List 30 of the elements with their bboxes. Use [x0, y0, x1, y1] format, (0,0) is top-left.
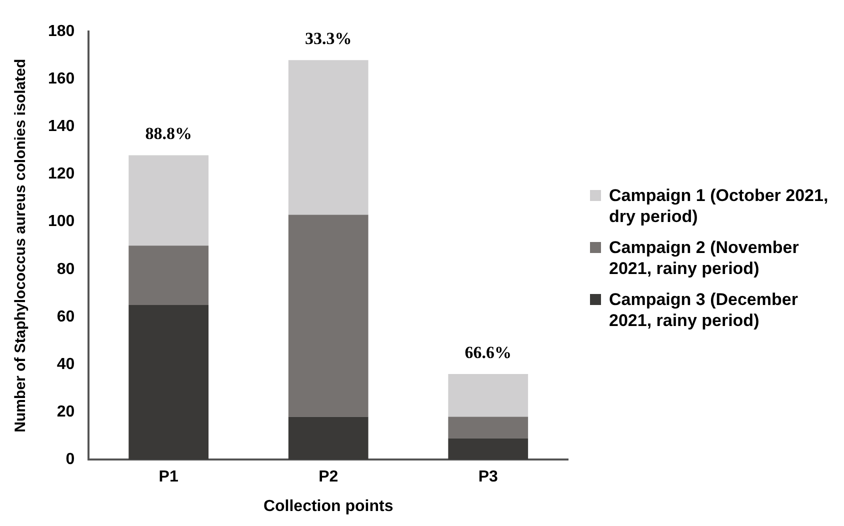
y-tick-label: 20	[56, 403, 75, 420]
y-tick-label: 120	[48, 166, 75, 183]
x-axis-title: Collection points	[263, 498, 394, 515]
annotation: 88.8%	[145, 124, 192, 144]
annotation: 33.3%	[304, 29, 352, 48]
annotation: 66.6%	[464, 342, 512, 362]
y-tick-label: 180	[48, 23, 75, 40]
bar	[128, 246, 209, 306]
x-tick-label: P1	[158, 468, 178, 486]
bar	[448, 374, 528, 417]
y-tick-label: 60	[56, 308, 75, 326]
bar	[128, 155, 209, 246]
legend-label: Campaign 2 (November 2021, rainy period)	[609, 237, 800, 279]
bar	[128, 305, 209, 460]
x-tick-label: P2	[318, 468, 338, 486]
y-tick-label: 140	[48, 118, 75, 136]
legend-label: Campaign 1 (October 2021, dry period)	[609, 185, 830, 227]
bar	[288, 60, 368, 215]
y-tick-label: 160	[48, 70, 75, 88]
y-axis-title: Number of Staphylococcus aureus colonies isolated	[12, 58, 30, 432]
x-tick-label: P3	[478, 468, 498, 486]
bar	[288, 214, 368, 417]
y-tick-label: 0	[66, 451, 75, 468]
bar	[448, 438, 528, 460]
y-tick-label: 40	[56, 356, 75, 373]
y-tick-label: 80	[56, 260, 75, 278]
bar	[288, 416, 368, 460]
legend-label: Campaign 3 (December 2021, rainy period)	[609, 289, 799, 331]
y-tick-label: 100	[48, 213, 75, 230]
bar	[448, 416, 528, 438]
